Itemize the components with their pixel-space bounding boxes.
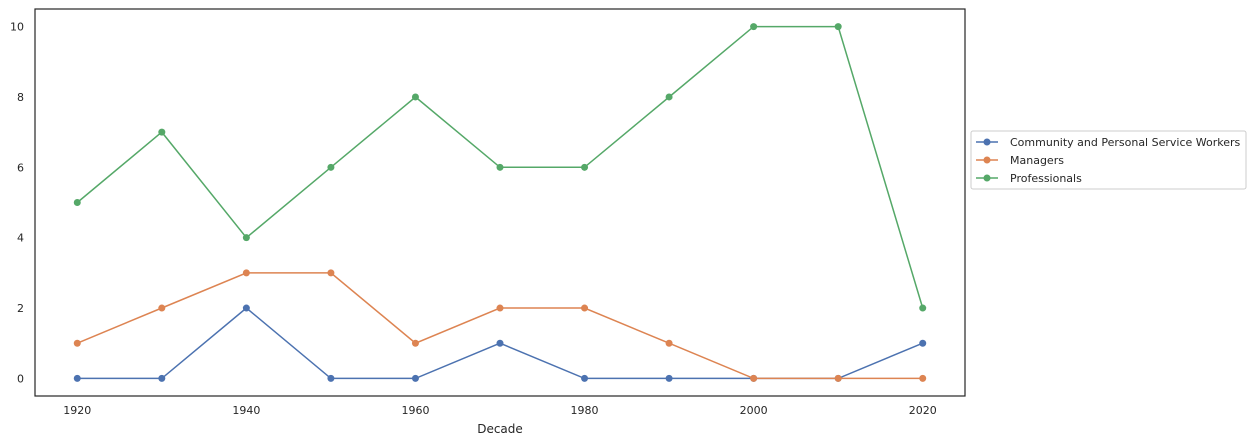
- data-point: [73, 374, 81, 382]
- data-point: [158, 374, 166, 382]
- series-layer: [73, 23, 927, 382]
- data-point: [665, 93, 673, 101]
- x-tick-label: 1920: [63, 404, 91, 417]
- y-tick-label: 6: [17, 161, 24, 174]
- data-point: [581, 163, 589, 171]
- data-point: [73, 199, 81, 206]
- legend-marker: [983, 174, 991, 182]
- data-point: [411, 374, 419, 382]
- data-point: [834, 374, 842, 382]
- data-point: [327, 374, 335, 382]
- y-tick-label: 8: [17, 91, 24, 104]
- data-point: [327, 163, 335, 171]
- y-tick-label: 2: [17, 302, 24, 315]
- legend-label: Professionals: [1010, 172, 1082, 185]
- y-tick-label: 4: [17, 232, 24, 245]
- legend-marker: [983, 156, 991, 164]
- data-point: [73, 339, 81, 347]
- data-point: [327, 269, 335, 277]
- data-point: [158, 128, 166, 136]
- data-point: [158, 304, 166, 312]
- x-axis-ticks: 1920 1940 1960 1980 2000 2020: [63, 404, 936, 417]
- legend-label: Managers: [1010, 154, 1064, 167]
- data-point: [242, 269, 250, 277]
- data-point: [665, 339, 673, 347]
- data-point: [581, 304, 589, 312]
- y-tick-label: 0: [17, 372, 24, 385]
- data-point: [496, 304, 504, 312]
- x-tick-label: 1940: [232, 404, 260, 417]
- series-group: [73, 23, 927, 312]
- plot-area: [34, 8, 966, 397]
- data-point: [242, 234, 250, 242]
- y-axis-ticks: 0 2 4 6 8 10: [10, 21, 24, 386]
- data-point: [919, 339, 927, 347]
- data-point: [750, 23, 758, 31]
- data-point: [919, 304, 927, 312]
- legend-box: [970, 130, 1247, 190]
- data-point: [665, 374, 673, 382]
- data-point: [496, 163, 504, 171]
- data-point: [242, 304, 250, 312]
- x-tick-label: 2020: [909, 404, 937, 417]
- data-point: [750, 374, 758, 382]
- y-tick-label: 10: [10, 21, 24, 34]
- data-point: [496, 339, 504, 347]
- x-tick-label: 2000: [740, 404, 768, 417]
- legend-label: Community and Personal Service Workers: [1010, 136, 1241, 149]
- x-tick-label: 1960: [401, 404, 429, 417]
- series-group: [73, 269, 927, 382]
- data-point: [411, 339, 419, 347]
- x-axis-title: Decade: [477, 422, 523, 436]
- data-point: [834, 23, 842, 31]
- legend: Community and Personal Service Workers Ma…: [970, 130, 1247, 190]
- x-tick-label: 1980: [571, 404, 599, 417]
- legend-marker: [983, 138, 991, 146]
- data-point: [411, 93, 419, 101]
- data-point: [581, 374, 589, 382]
- data-point: [919, 374, 927, 382]
